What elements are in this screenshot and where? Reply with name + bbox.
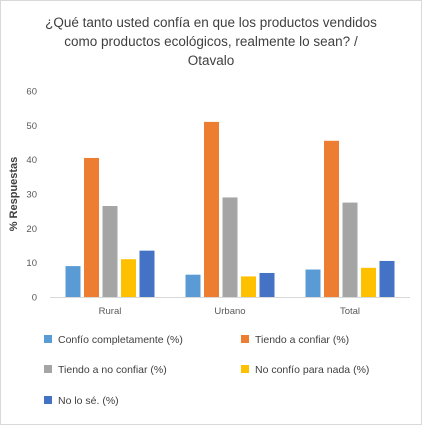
bar <box>204 121 219 298</box>
bar <box>379 260 395 297</box>
bar <box>305 269 321 297</box>
bar <box>222 197 238 297</box>
legend-swatch <box>241 365 249 373</box>
chart-title-line-2: como productos ecológicos, realmente lo … <box>64 34 358 49</box>
legend-label: Tiendo a no confiar (%) <box>58 364 167 376</box>
legend-label: Confío completamente (%) <box>58 334 183 346</box>
y-axis-label: % Respuestas <box>8 157 20 232</box>
y-tick-label: 20 <box>26 224 37 235</box>
chart-title-line-3: Otavalo <box>188 53 235 68</box>
x-tick-label: Urbano <box>214 306 245 317</box>
bar <box>185 274 201 297</box>
x-tick-label: Total <box>340 306 360 317</box>
bar <box>139 250 155 297</box>
y-tick-label: 40 <box>26 155 37 166</box>
bar <box>84 157 99 297</box>
legend-swatch <box>241 335 249 343</box>
y-tick-label: 0 <box>32 293 37 304</box>
bar <box>361 267 376 297</box>
legend-label: No confío para nada (%) <box>255 364 369 376</box>
legend-swatch <box>44 396 52 404</box>
x-tick-label: Rural <box>99 306 122 317</box>
bar <box>342 202 358 297</box>
bar <box>121 259 136 297</box>
bar <box>102 206 118 297</box>
bar <box>65 266 81 297</box>
bar <box>241 276 256 297</box>
bar <box>324 140 339 297</box>
legend: Confío completamente (%) Tiendo a confiar… <box>44 334 369 407</box>
bar <box>259 272 275 297</box>
legend-swatch <box>44 365 52 373</box>
legend-label: No lo sé. (%) <box>58 395 119 407</box>
y-tick-label: 10 <box>26 258 37 269</box>
legend-swatch <box>44 335 52 343</box>
y-tick-label: 30 <box>26 190 37 201</box>
y-tick-label: 60 <box>26 87 37 98</box>
chart-title-line-1: ¿Qué tanto usted confía en que los produ… <box>45 15 377 30</box>
legend-label: Tiendo a confiar (%) <box>255 334 349 346</box>
plot-area: 0 10 20 30 40 50 60 Rural Urbano Total <box>26 87 410 317</box>
y-tick-label: 50 <box>26 121 37 132</box>
